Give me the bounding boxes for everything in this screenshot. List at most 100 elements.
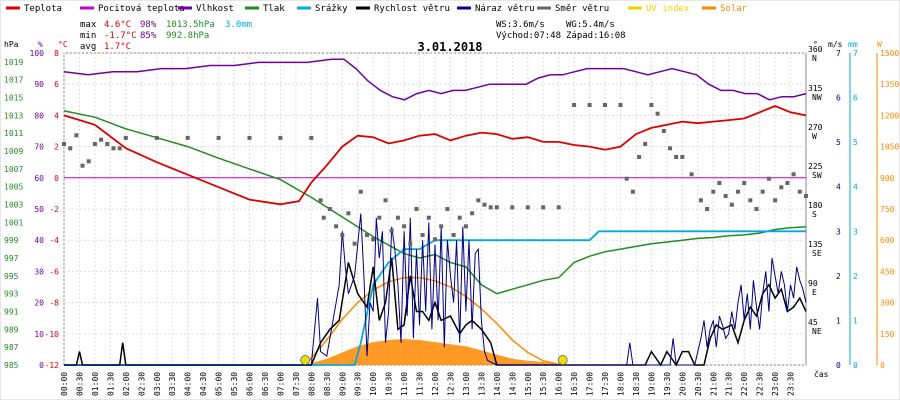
press-tick-label: 985: [4, 361, 19, 370]
wind-dir-point: [62, 142, 66, 146]
hum-tick-label: 0: [39, 361, 44, 370]
series-rain: [64, 230, 806, 366]
wind-dir-point: [154, 135, 159, 140]
temp-tick-label: 2: [54, 143, 59, 152]
time-tick-label: 22:30: [756, 372, 765, 396]
press-tick-label: 1015: [4, 94, 23, 103]
time-tick-label: 02:00: [122, 372, 131, 396]
legend-label-smer: Směr větru: [555, 4, 609, 14]
wind-dir-point: [649, 103, 654, 107]
wind-dir-point: [321, 215, 326, 220]
press-tick-label: 995: [4, 272, 19, 281]
hum-tick-label: 60: [34, 174, 44, 183]
dir-tick-deg: 225: [808, 162, 823, 171]
sunrise-marker: [300, 355, 311, 365]
wind-tick-label: 2: [836, 272, 841, 281]
time-tick-label: 05:00: [215, 372, 224, 396]
wind-dir-point: [247, 135, 252, 140]
time-tick-label: 18:00: [617, 372, 626, 396]
wind-dir-point: [383, 198, 388, 203]
wind-dir-point: [86, 159, 91, 164]
axis-unit-deg: °: [813, 40, 818, 49]
wind-dir-point: [105, 142, 110, 146]
rain-tick-label: 6: [853, 94, 858, 103]
press-tick-label: 1001: [4, 218, 23, 227]
wind-dir-point: [414, 207, 419, 211]
wind-dir-point: [618, 103, 623, 107]
solar-tick-label: 1050: [880, 143, 899, 152]
time-tick-label: 16:00: [555, 372, 564, 396]
time-tick-label: 19:30: [663, 372, 672, 396]
temp-tick-label: -4: [49, 236, 59, 245]
wind-dir-point: [717, 181, 722, 185]
dir-tick-dir: S: [812, 210, 817, 219]
wind-dir-point: [371, 237, 376, 242]
time-tick-label: 04:00: [184, 372, 193, 396]
legend-label-srazky: Srážky: [315, 4, 348, 14]
time-tick-label: 08:00: [307, 372, 316, 396]
wind-dir-point: [541, 205, 546, 210]
wind-tick-label: 4: [836, 183, 841, 192]
dir-tick-dir: E: [812, 288, 817, 297]
stats-block: max 4.6°C 98% 1013.5hPa 3.0mm min -1.7°C…: [80, 20, 626, 52]
stat-min-temp: -1.7°C: [104, 31, 137, 41]
wind-dir-point: [433, 237, 437, 242]
wind-dir-point: [797, 189, 802, 194]
wind-dir-point: [358, 189, 363, 194]
wind-dir-point: [68, 146, 73, 151]
press-tick-label: 999: [4, 236, 19, 245]
time-tick-label: 12:00: [431, 372, 440, 396]
wind-dir-point: [451, 233, 456, 237]
hum-tick-label: 100: [30, 49, 45, 58]
hum-tick-label: 10: [34, 330, 44, 339]
axis-unit-w: W: [877, 40, 882, 49]
wind-dir-point: [117, 146, 122, 151]
wind-dir-point: [643, 142, 648, 146]
press-tick-label: 1007: [4, 165, 23, 174]
stat-min-press: 992.8hPa: [166, 31, 209, 41]
wind-dir-point: [760, 189, 765, 194]
wind-dir-point: [80, 163, 85, 168]
time-tick-label: 15:00: [524, 372, 533, 396]
solar-tick-label: 600: [880, 236, 895, 245]
press-tick-label: 993: [4, 290, 19, 299]
wind-dir-point: [655, 111, 660, 116]
wind-dir-point: [74, 133, 79, 138]
time-tick-label: 23:00: [771, 372, 780, 396]
wind-dir-point: [723, 194, 728, 198]
wind-dir-point: [216, 135, 221, 140]
time-tick-label: 03:30: [168, 372, 177, 396]
press-tick-label: 1011: [4, 129, 23, 138]
solar-tick-label: 150: [880, 330, 895, 339]
time-tick-label: 20:30: [694, 372, 703, 396]
legend-label-tlak: Tlak: [263, 4, 285, 14]
wind-dir-point: [278, 135, 283, 140]
time-tick-label: 14:30: [508, 372, 517, 396]
dir-tick-dir: N: [812, 54, 817, 63]
legend-label-vlhkost: Vlhkost: [196, 4, 234, 14]
wind-dir-point: [711, 189, 716, 194]
sunset-marker: [557, 355, 568, 365]
wind-dir-point: [754, 207, 759, 211]
wind-dir-point: [488, 205, 493, 210]
time-tick-label: 17:00: [586, 372, 595, 396]
time-tick-label: 08:30: [323, 372, 332, 396]
time-tick-label: 01:00: [91, 372, 100, 396]
temp-tick-label: 4: [54, 111, 59, 120]
series-layer: [62, 58, 808, 367]
time-tick-label: 07:30: [292, 372, 301, 396]
solar-tick-label: 750: [880, 205, 895, 214]
axis-unit-temp: °C: [58, 40, 68, 49]
wind-dir-point: [346, 211, 351, 216]
wind-dir-point: [773, 198, 778, 203]
time-tick-label: 11:30: [416, 372, 425, 396]
hum-tick-label: 20: [34, 299, 44, 308]
wind-dir-point: [556, 205, 561, 210]
wind-dir-point: [494, 205, 499, 210]
wind-dir-point: [482, 202, 487, 207]
legend: Teplota Pocitová teplota Vlhkost Tlak Sr…: [6, 4, 748, 14]
wind-dir-point: [637, 155, 642, 159]
time-tick-label: 10:30: [385, 372, 394, 396]
